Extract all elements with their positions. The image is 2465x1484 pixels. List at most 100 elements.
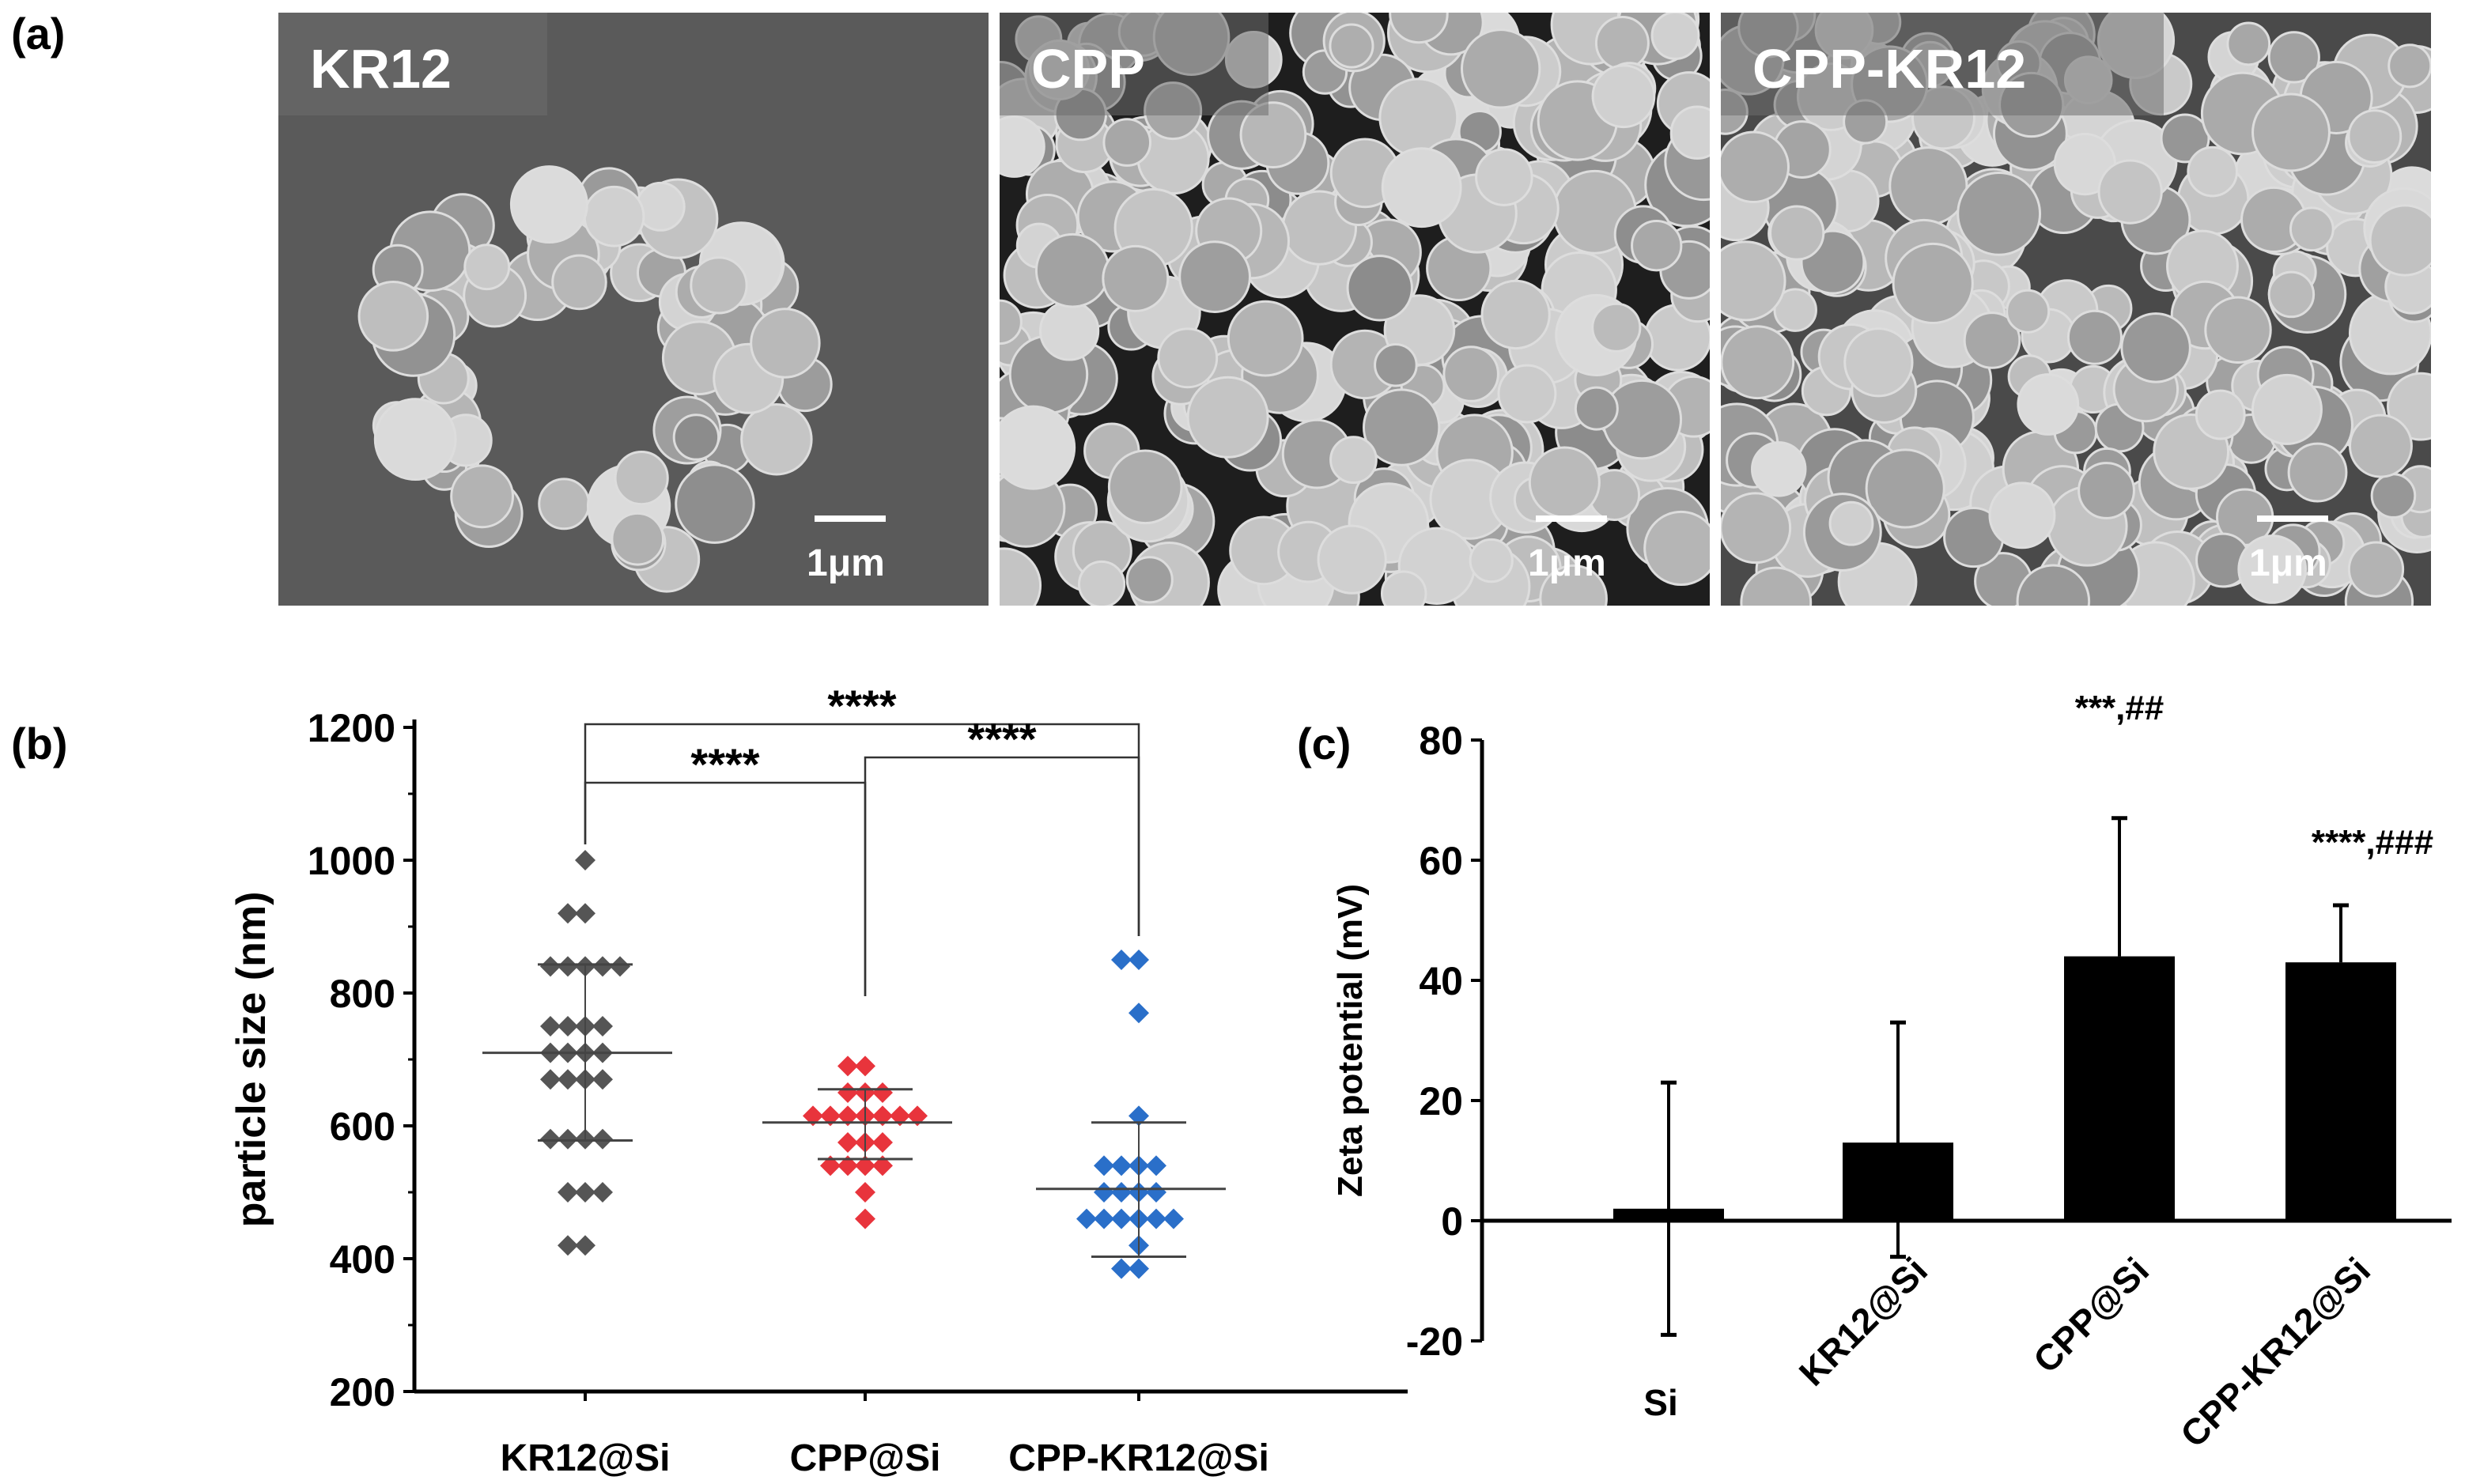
sem-particle bbox=[2160, 113, 2210, 164]
sem-particle bbox=[2066, 309, 2123, 365]
panel-label-a: (a) bbox=[11, 9, 65, 59]
y-tick-label: 60 bbox=[1419, 839, 1463, 883]
sem-particle bbox=[1077, 560, 1126, 606]
data-point bbox=[575, 1182, 595, 1203]
y-axis-label: Zeta potential (mV) bbox=[1331, 884, 1370, 1197]
x-tick-label: Si bbox=[1643, 1382, 1677, 1423]
significance-label: **** bbox=[690, 739, 759, 789]
data-point bbox=[558, 1128, 578, 1150]
y-axis-label: particle size (nm) bbox=[229, 892, 274, 1228]
x-tick-label: CPP@Si bbox=[790, 1437, 941, 1479]
sem-particle bbox=[2195, 389, 2246, 440]
sem-particle bbox=[1107, 449, 1183, 525]
sem-particle bbox=[1751, 441, 1807, 497]
data-point bbox=[558, 956, 578, 977]
data-point bbox=[872, 1132, 893, 1153]
sem-particle bbox=[1988, 481, 2056, 549]
sem-particle bbox=[1039, 300, 1100, 361]
data-point bbox=[592, 1182, 613, 1203]
sem-particle bbox=[672, 413, 720, 461]
data-point bbox=[907, 1105, 928, 1127]
sem-particle bbox=[1102, 118, 1152, 167]
data-point bbox=[837, 1082, 858, 1103]
x-tick-label: CPP-KR12@Si bbox=[2172, 1249, 2378, 1455]
significance-label: **** bbox=[967, 714, 1036, 764]
sem-particle bbox=[2347, 541, 2405, 598]
sem-particle bbox=[2187, 145, 2238, 198]
scale-bar bbox=[2257, 515, 2328, 522]
y-tick-label: 20 bbox=[1419, 1079, 1463, 1123]
data-point bbox=[558, 1069, 578, 1090]
sem-particle bbox=[740, 403, 813, 476]
data-point bbox=[592, 1069, 613, 1090]
sem-particle bbox=[1475, 148, 1533, 206]
sem-particle bbox=[614, 451, 669, 506]
sem-particle bbox=[1591, 64, 1656, 129]
sem-particle bbox=[1227, 300, 1304, 377]
sem-particle bbox=[450, 464, 515, 529]
sem-particle bbox=[1178, 240, 1251, 313]
sem-particle bbox=[357, 281, 429, 352]
significance-bracket bbox=[584, 723, 1140, 936]
data-point bbox=[837, 1055, 858, 1077]
data-point bbox=[1129, 950, 1149, 970]
sem-particle bbox=[1480, 279, 1551, 350]
data-point bbox=[575, 1235, 595, 1256]
sem-particle bbox=[1239, 101, 1307, 168]
particle-size-chart: 200 400 600 800 1000 1200 particle size (nm) KR… bbox=[229, 681, 1408, 1479]
data-point bbox=[855, 1055, 875, 1077]
data-point bbox=[1094, 1208, 1114, 1229]
scale-bar bbox=[815, 515, 886, 522]
sem-particle bbox=[1346, 255, 1413, 322]
sem-particle bbox=[1721, 325, 1795, 400]
data-point bbox=[1111, 1208, 1132, 1229]
sem-particle bbox=[1865, 448, 1945, 529]
sem-particle bbox=[1631, 220, 1683, 272]
significance-label: ****,### bbox=[2312, 823, 2433, 862]
data-point bbox=[872, 1082, 893, 1103]
sem-particle bbox=[2237, 534, 2308, 604]
sem-particle bbox=[690, 256, 748, 315]
y-tick-label: 200 bbox=[330, 1370, 395, 1414]
data-point bbox=[592, 1016, 613, 1037]
sem-particle bbox=[1034, 232, 1110, 308]
sem-particle bbox=[2016, 564, 2091, 606]
data-point bbox=[1129, 1003, 1149, 1024]
data-point bbox=[558, 903, 578, 924]
sem-particle bbox=[1669, 105, 1710, 160]
sem-particle bbox=[2204, 296, 2272, 364]
x-tick-label: KR12@Si bbox=[1791, 1249, 1935, 1393]
sem-particle bbox=[1000, 115, 1045, 178]
bar bbox=[2064, 956, 2175, 1221]
sem-particle bbox=[1594, 16, 1650, 70]
sem-particle bbox=[1469, 538, 1514, 583]
sem-particle bbox=[509, 165, 588, 244]
data-point bbox=[872, 1105, 893, 1127]
data-point bbox=[820, 1105, 841, 1127]
sem-particle bbox=[2006, 289, 2051, 334]
data-point bbox=[610, 956, 630, 977]
data-point bbox=[837, 1105, 858, 1127]
data-point bbox=[558, 1182, 578, 1203]
sem-particles bbox=[1721, 13, 2431, 606]
sem-particle bbox=[2120, 312, 2191, 383]
sem-label-box bbox=[278, 13, 547, 115]
y-tick-label: 0 bbox=[1441, 1199, 1463, 1244]
data-point bbox=[1076, 1208, 1097, 1229]
sem-particle bbox=[551, 254, 607, 311]
sem-particle bbox=[2017, 373, 2080, 436]
sem-particle bbox=[463, 244, 511, 291]
sem-particle bbox=[1740, 566, 1813, 606]
sem-particle bbox=[373, 398, 457, 481]
scale-bar-label: 1μm bbox=[807, 542, 885, 584]
data-point bbox=[1111, 1182, 1132, 1203]
sem-particle bbox=[1000, 299, 1023, 346]
sem-label: KR12 bbox=[310, 38, 452, 100]
sem-particle bbox=[1497, 364, 1557, 424]
data-point bbox=[1111, 1258, 1132, 1279]
data-point bbox=[890, 1105, 910, 1127]
significance-label: ***,## bbox=[2075, 689, 2164, 727]
scale-bar-label: 1μm bbox=[2249, 542, 2327, 584]
bar bbox=[2285, 962, 2396, 1221]
data-point bbox=[558, 1016, 578, 1037]
